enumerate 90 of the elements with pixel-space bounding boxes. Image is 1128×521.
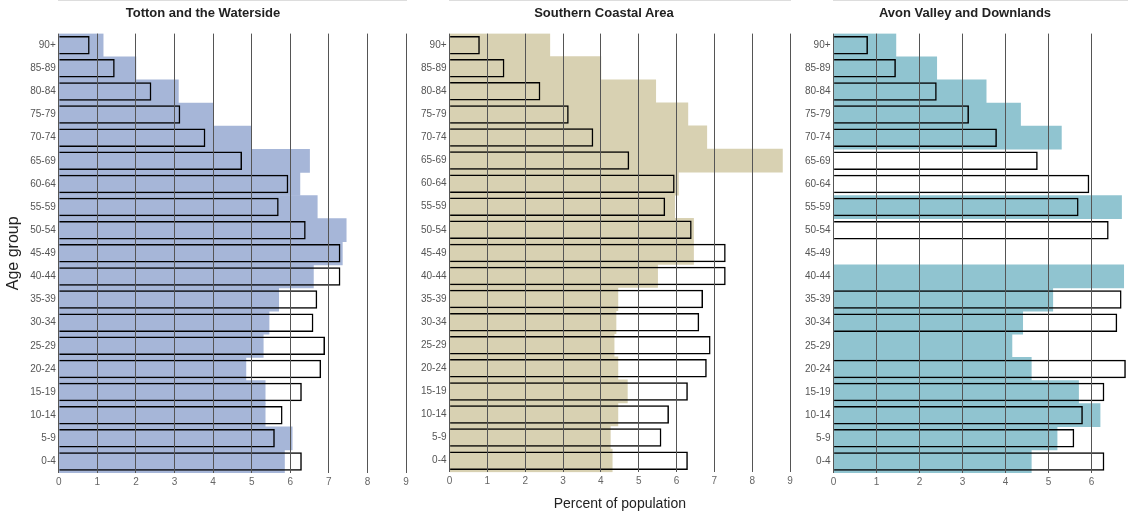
y-tick-label: 45-49 bbox=[805, 247, 832, 259]
x-tick-label: 4 bbox=[210, 475, 217, 487]
x-tick-label: 0 bbox=[446, 474, 453, 486]
y-tick-label: 85-89 bbox=[421, 61, 448, 73]
y-tick-label: 55-59 bbox=[805, 200, 832, 212]
y-tick-label: 60-64 bbox=[805, 177, 832, 189]
x-tick-label: 1 bbox=[94, 475, 101, 487]
y-tick-label: 65-69 bbox=[30, 154, 57, 166]
x-tick-label: 8 bbox=[749, 474, 756, 486]
y-tick-label: 35-39 bbox=[805, 293, 832, 305]
y-tick-label: 45-49 bbox=[421, 246, 448, 258]
y-axis-title: Age group bbox=[4, 216, 22, 291]
y-tick-label: 45-49 bbox=[30, 247, 57, 259]
y-tick-label: 90+ bbox=[38, 38, 56, 50]
x-tick-label: 4 bbox=[1002, 475, 1009, 487]
x-tick-label: 2 bbox=[916, 475, 923, 487]
y-tick-label: 40-44 bbox=[805, 270, 832, 282]
x-tick-label: 5 bbox=[635, 474, 642, 486]
y-tick-label: 90+ bbox=[429, 38, 447, 50]
y-tick-label: 40-44 bbox=[421, 269, 448, 281]
y-tick-label: 10-14 bbox=[421, 408, 448, 420]
y-tick-label: 90+ bbox=[813, 38, 831, 50]
y-tick-label: 5-9 bbox=[41, 432, 57, 444]
x-tick-label: 6 bbox=[673, 474, 680, 486]
y-tick-label: 50-54 bbox=[30, 223, 57, 235]
y-tick-label: 20-24 bbox=[30, 362, 57, 374]
y-tick-label: 25-29 bbox=[805, 339, 832, 351]
y-tick-label: 80-84 bbox=[805, 85, 832, 97]
x-tick-label: 6 bbox=[1088, 475, 1095, 487]
x-tick-label: 0 bbox=[830, 475, 837, 487]
y-tick-label: 60-64 bbox=[421, 177, 448, 189]
x-tick-label: 9 bbox=[787, 474, 794, 486]
x-tick-label: 9 bbox=[403, 475, 410, 487]
y-tick-label: 75-79 bbox=[805, 108, 832, 120]
y-tick-label: 35-39 bbox=[30, 293, 57, 305]
chart-title: Avon Valley and Downlands bbox=[878, 5, 1052, 21]
y-tick-label: 20-24 bbox=[421, 362, 448, 374]
y-tick-label: 65-69 bbox=[421, 154, 448, 166]
y-tick-label: 20-24 bbox=[805, 362, 832, 374]
x-axis-title: Percent of population bbox=[553, 495, 686, 512]
x-tick-label: 3 bbox=[171, 475, 178, 487]
x-tick-label: 3 bbox=[560, 474, 567, 486]
x-tick-label: 6 bbox=[287, 475, 294, 487]
y-tick-label: 30-34 bbox=[805, 316, 832, 328]
y-tick-label: 70-74 bbox=[805, 131, 832, 143]
y-tick-label: 40-44 bbox=[30, 270, 57, 282]
y-tick-label: 30-34 bbox=[421, 315, 448, 327]
chart-title: Totton and the Waterside bbox=[125, 5, 281, 21]
y-tick-label: 25-29 bbox=[421, 338, 448, 350]
y-tick-label: 0-4 bbox=[816, 455, 832, 467]
x-tick-label: 2 bbox=[522, 474, 529, 486]
x-tick-label: 1 bbox=[484, 474, 491, 486]
y-tick-label: 55-59 bbox=[30, 200, 57, 212]
chart-title: Southern Coastal Area bbox=[534, 5, 675, 21]
y-tick-label: 15-19 bbox=[805, 385, 832, 397]
y-tick-label: 0-4 bbox=[432, 454, 448, 466]
x-tick-label: 5 bbox=[1045, 475, 1052, 487]
x-tick-label: 3 bbox=[959, 475, 966, 487]
x-tick-label: 2 bbox=[133, 475, 140, 487]
y-tick-label: 85-89 bbox=[805, 62, 832, 74]
y-tick-label: 75-79 bbox=[421, 108, 448, 120]
x-tick-label: 1 bbox=[873, 475, 880, 487]
y-tick-label: 50-54 bbox=[805, 223, 832, 235]
y-tick-label: 30-34 bbox=[30, 316, 57, 328]
y-tick-label: 50-54 bbox=[421, 223, 448, 235]
y-tick-label: 80-84 bbox=[30, 85, 57, 97]
y-tick-label: 0-4 bbox=[41, 455, 57, 467]
y-tick-label: 15-19 bbox=[421, 385, 448, 397]
y-tick-label: 5-9 bbox=[432, 431, 448, 443]
y-tick-label: 35-39 bbox=[421, 292, 448, 304]
y-tick-label: 80-84 bbox=[421, 85, 448, 97]
x-tick-label: 0 bbox=[55, 475, 62, 487]
y-tick-label: 55-59 bbox=[421, 200, 448, 212]
y-tick-label: 70-74 bbox=[30, 131, 57, 143]
y-tick-label: 85-89 bbox=[30, 62, 57, 74]
y-tick-label: 15-19 bbox=[30, 385, 57, 397]
y-tick-label: 5-9 bbox=[816, 432, 832, 444]
x-tick-label: 8 bbox=[364, 475, 371, 487]
x-tick-label: 5 bbox=[248, 475, 255, 487]
x-tick-label: 7 bbox=[711, 474, 718, 486]
bar bbox=[833, 195, 1122, 219]
y-tick-label: 10-14 bbox=[30, 408, 57, 420]
y-tick-label: 10-14 bbox=[805, 408, 832, 420]
y-tick-label: 75-79 bbox=[30, 108, 57, 120]
y-tick-label: 65-69 bbox=[805, 154, 832, 166]
x-tick-label: 4 bbox=[598, 474, 605, 486]
x-tick-label: 7 bbox=[326, 475, 333, 487]
y-tick-label: 70-74 bbox=[421, 131, 448, 143]
y-tick-label: 25-29 bbox=[30, 339, 57, 351]
y-tick-label: 60-64 bbox=[30, 177, 57, 189]
